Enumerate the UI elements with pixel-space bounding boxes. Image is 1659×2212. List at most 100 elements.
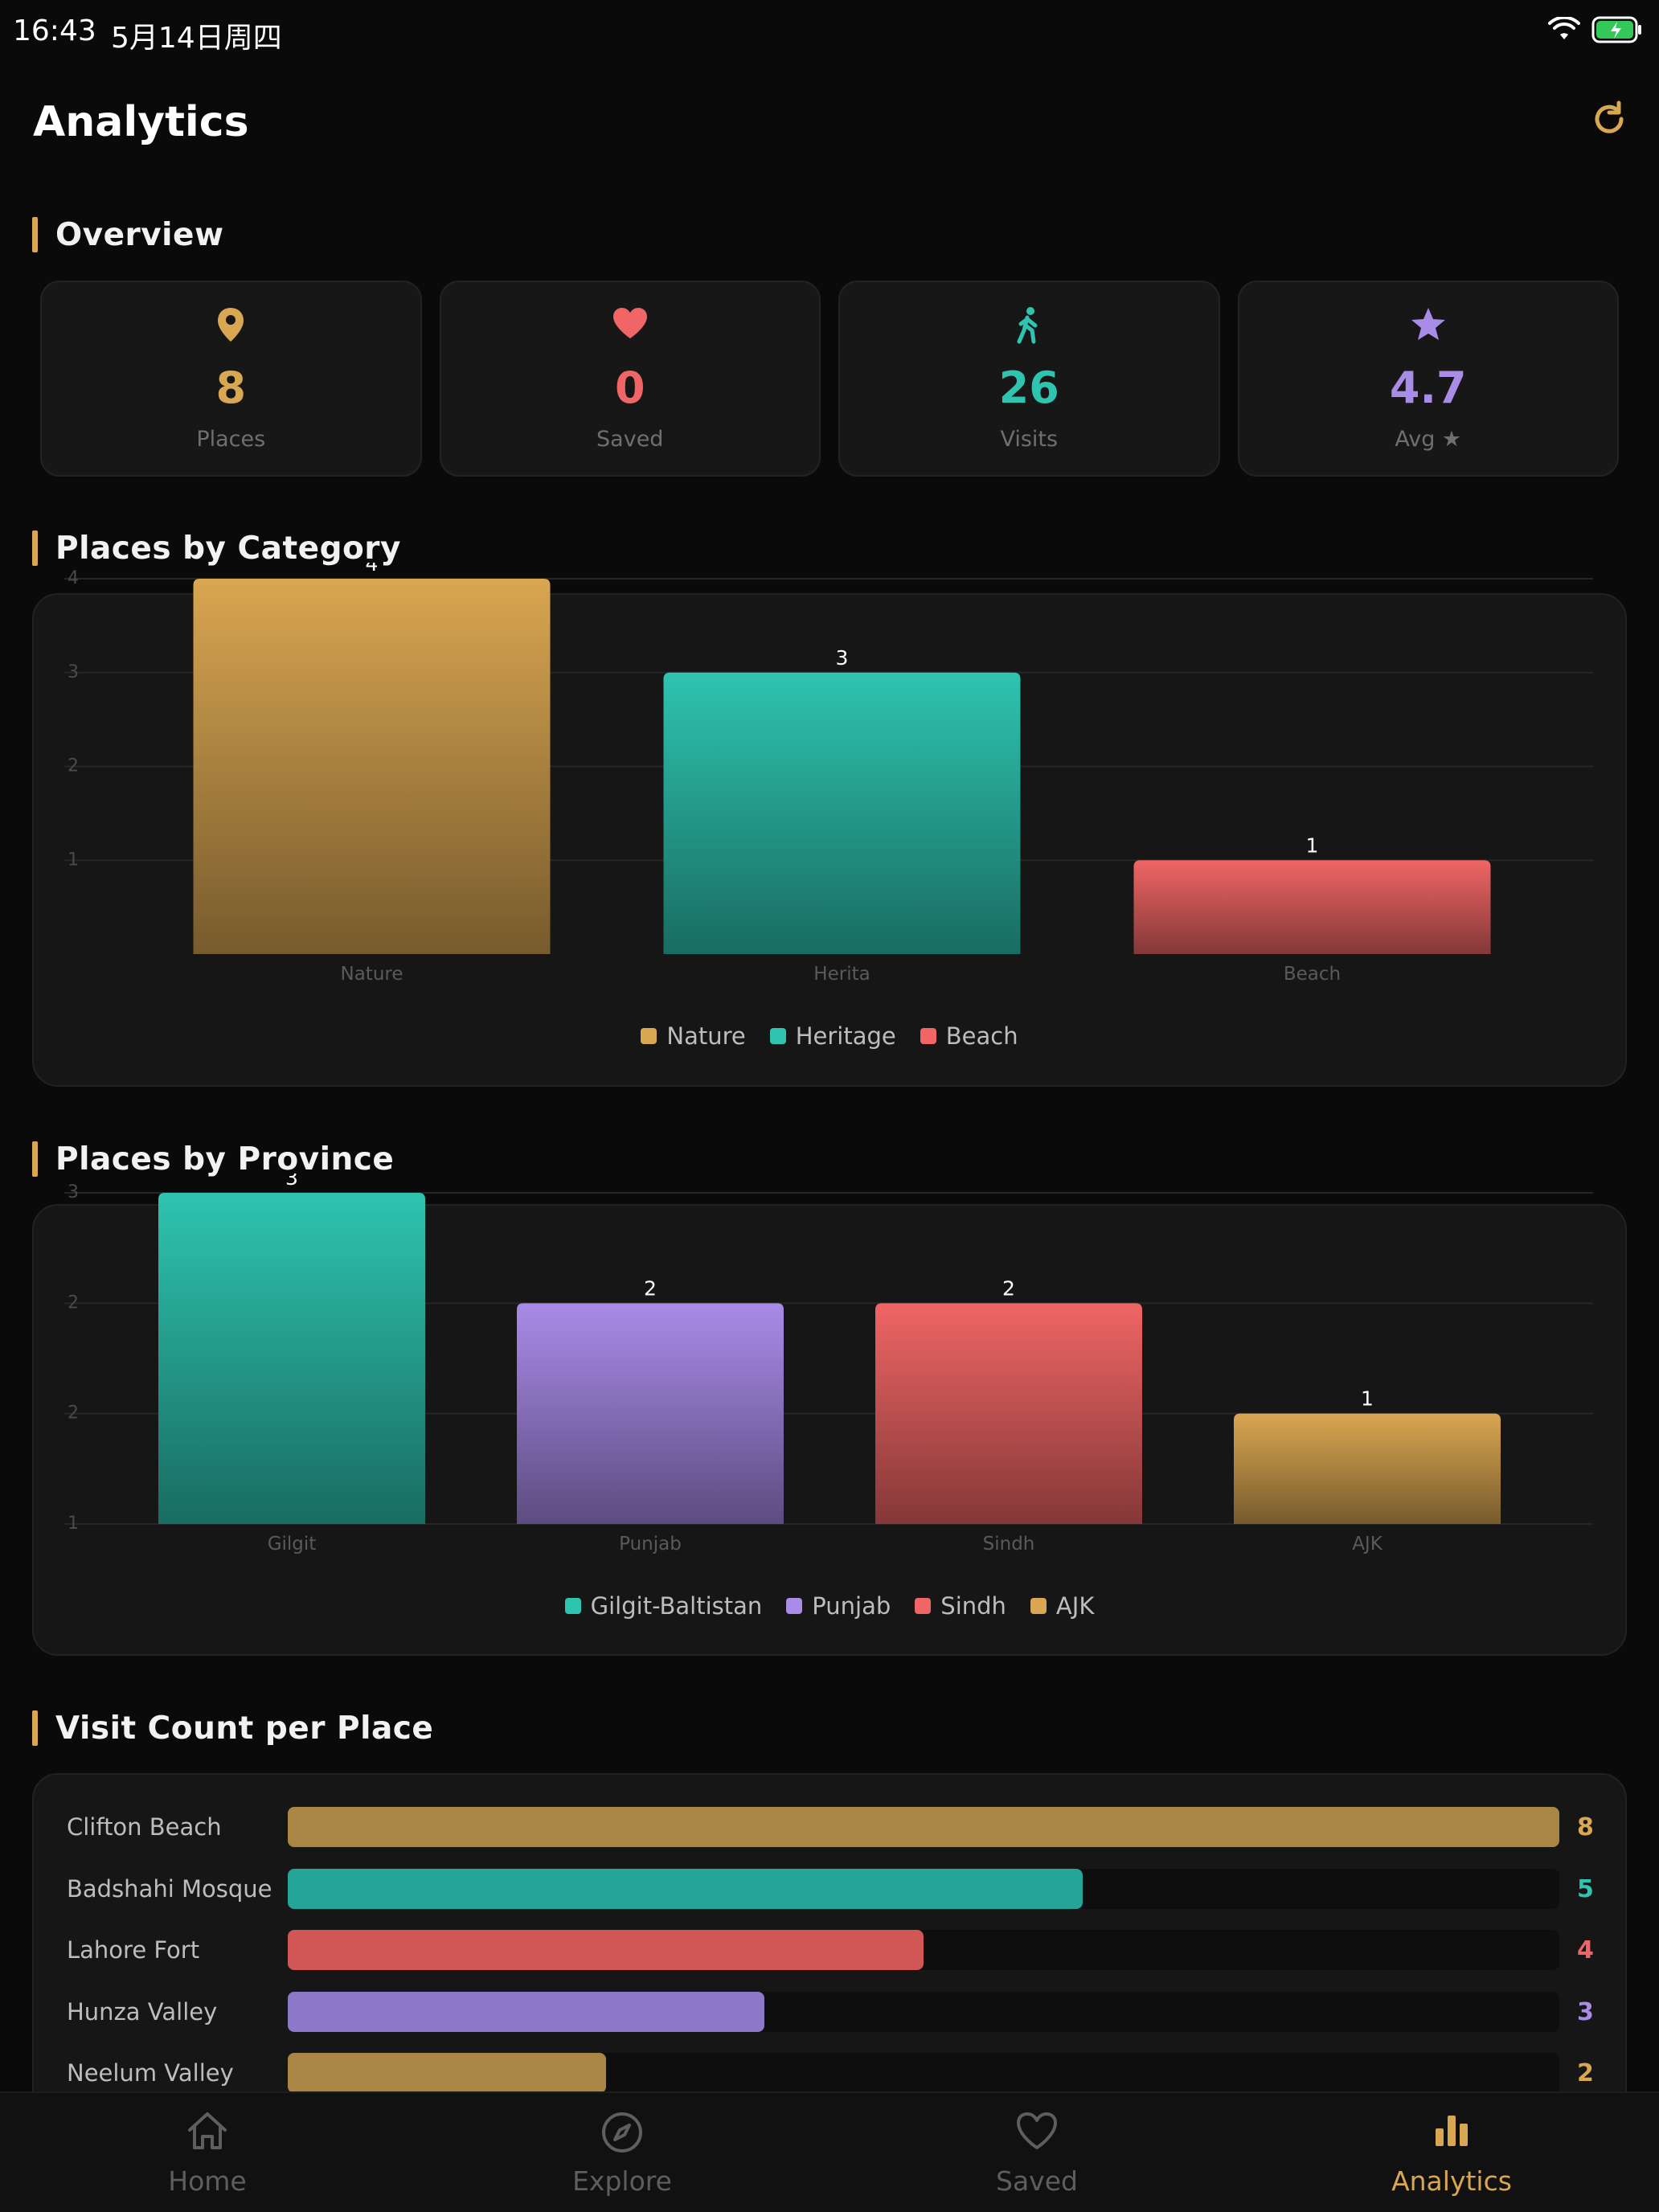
legend-label: Gilgit-Baltistan [590,1592,763,1620]
province-legend: Gilgit-Baltistan Punjab Sindh AJK [0,1592,1659,1620]
legend-item: Nature [641,1022,746,1050]
page-title: Analytics [33,98,249,146]
battery-icon [1591,16,1643,47]
y-tick-label: 2 [68,1292,79,1313]
legend-label: AJK [1055,1592,1095,1620]
legend-swatch [769,1028,786,1044]
visit-bar-track [288,1930,1559,1970]
legend-item: Gilgit-Baltistan [564,1592,763,1620]
province-bar-chart: 3 2 2 1 3 Gilgit 2 Punjab 2 Sindh 1 AJK [64,1174,1593,1555]
visit-bar-track [288,1807,1559,1847]
legend-swatch [786,1598,803,1614]
tab-saved[interactable]: Saved [830,2093,1244,2212]
overview-stats: 8 Places 0 Saved 26 Visits 4.7 Avg ★ [40,281,1619,477]
legend-item: AJK [1030,1592,1094,1620]
place-name: Lahore Fort [67,1936,200,1964]
y-tick-label: 4 [68,568,79,588]
visit-row: Clifton Beach 8 [0,1807,1659,1847]
x-tick-label: Sindh [983,1534,1035,1555]
tab-explore[interactable]: Explore [415,2093,830,2212]
stat-value: 4.7 [1389,363,1467,413]
place-name: Clifton Beach [67,1813,222,1841]
bar-chart-icon [1432,2111,1471,2156]
place-name: Badshahi Mosque [67,1874,272,1903]
legend-item: Heritage [769,1022,896,1050]
y-tick-label: 3 [68,1182,79,1202]
province-section-header: Places by Province [32,1141,395,1178]
tab-label: Saved [996,2165,1078,2197]
visit-row: Badshahi Mosque 5 [0,1868,1659,1909]
legend-swatch [641,1028,657,1044]
x-tick-label: Gilgit [268,1534,317,1555]
bar[interactable] [193,579,551,954]
place-name: Neelum Valley [67,2059,234,2087]
map-pin-icon [216,306,245,350]
y-tick-label: 1 [68,1514,79,1534]
category-section-header: Places by Category [32,530,401,567]
section-title: Visit Count per Place [55,1710,434,1747]
visits-section-header: Visit Count per Place [32,1710,434,1747]
bar[interactable] [875,1303,1142,1524]
visit-row: Lahore Fort 4 [0,1930,1659,1970]
visit-count: 2 [1577,2059,1594,2087]
bar[interactable] [663,672,1021,954]
data-label: 2 [644,1276,657,1300]
legend-label: Punjab [812,1592,891,1620]
tab-bar: Home Explore Saved Analytics [0,2091,1659,2212]
tab-label: Home [168,2165,247,2197]
stat-card-places: 8 Places [40,281,422,477]
visit-count: 8 [1577,1813,1594,1841]
section-title: Places by Category [55,530,401,567]
bar[interactable] [1234,1413,1501,1524]
visit-row: Hunza Valley 3 [0,1991,1659,2032]
heart-outline-icon [1015,2111,1059,2156]
tab-analytics[interactable]: Analytics [1244,2093,1659,2212]
status-date: 5月14日周四 [111,22,282,55]
bar[interactable] [1133,860,1491,954]
legend-swatch [920,1028,936,1044]
y-tick-label: 2 [68,1403,79,1423]
data-label: 4 [366,563,379,576]
data-label: 3 [836,646,849,670]
status-time: 16:43 [13,14,96,47]
stat-label: Saved [596,427,664,452]
star-icon [1410,306,1447,350]
category-legend: Nature Heritage Beach [0,1022,1659,1050]
data-label: 3 [285,1174,298,1190]
legend-item: Beach [920,1022,1018,1050]
visit-bar-fill [288,1868,1083,1909]
legend-swatch [564,1598,581,1614]
stat-card-rating: 4.7 Avg ★ [1237,281,1619,477]
visit-bar-fill [288,1930,924,1970]
legend-swatch [1030,1598,1047,1614]
visit-bar-fill [288,2053,606,2093]
status-bar: 16:43 5月14日周四 [0,0,1659,64]
bar[interactable] [158,1193,425,1524]
legend-label: Beach [945,1022,1018,1050]
visit-bar-fill [288,1991,765,2032]
section-title: Overview [55,216,224,253]
data-label: 1 [1306,834,1319,857]
stat-label: Avg ★ [1395,427,1462,452]
tab-home[interactable]: Home [0,2093,415,2212]
place-name: Hunza Valley [67,1997,218,2026]
x-tick-label: Nature [341,964,403,985]
section-title: Places by Province [55,1141,395,1178]
wifi-icon [1548,15,1580,46]
refresh-icon [1591,100,1628,141]
stat-label: Visits [1000,427,1059,452]
data-label: 1 [1361,1387,1374,1411]
home-icon [186,2111,228,2156]
refresh-button[interactable] [1588,100,1630,141]
visit-bar-fill [288,1807,1559,1847]
heart-icon [612,306,649,350]
category-bar-chart: 4 3 2 1 4 Nature 3 Herita 1 Beach [64,563,1593,985]
tab-label: Analytics [1391,2165,1512,2197]
bar[interactable] [517,1303,784,1524]
visit-bar-track [288,2053,1559,2093]
legend-item: Sindh [915,1592,1006,1620]
legend-label: Heritage [795,1022,896,1050]
status-icons [1548,15,1643,47]
x-tick-label: Herita [813,964,870,985]
x-tick-label: Beach [1284,964,1341,985]
